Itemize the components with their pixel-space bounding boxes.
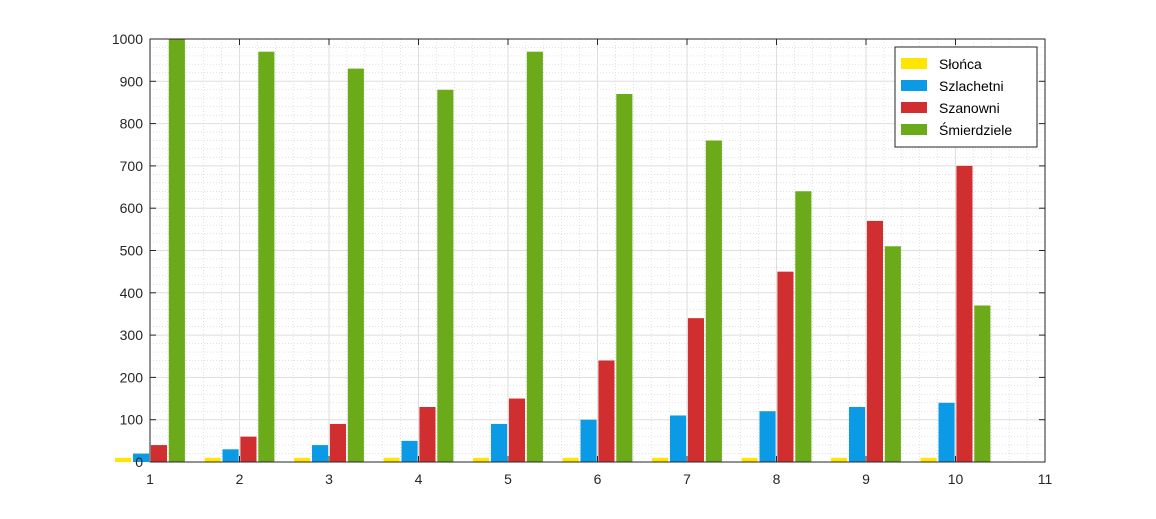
y-tick-label: 800 — [120, 116, 144, 132]
bar-3-8 — [777, 271, 794, 462]
bar-2-7 — [669, 415, 687, 462]
x-tick-label: 5 — [504, 471, 512, 487]
y-tick-label: 600 — [120, 200, 144, 216]
bar-3-6 — [598, 360, 615, 462]
x-tick-label: 7 — [683, 471, 691, 487]
bar-2-8 — [759, 411, 776, 462]
legend-label-2: Szlachetni — [939, 78, 1004, 94]
y-tick-label: 100 — [120, 412, 144, 428]
x-tick-label: 1 — [146, 471, 154, 487]
y-tick-label: 0 — [135, 454, 143, 470]
y-axis-ticks: 0 100 200 300 400 500 600 700 800 900 1000 — [112, 31, 1045, 470]
legend-label-4: Śmierdziele — [939, 121, 1012, 138]
bars — [115, 39, 991, 463]
y-tick-label: 400 — [120, 285, 144, 301]
bar-4-7 — [705, 140, 722, 462]
bar-3-4 — [419, 407, 436, 462]
bar-2-5 — [490, 423, 508, 462]
x-axis-ticks: 1 2 3 4 5 6 7 8 9 10 11 — [146, 39, 1052, 487]
legend: Słońca Szlachetni Szanowni Śmierdziele — [894, 46, 1038, 148]
bar-1-3 — [294, 457, 311, 462]
bar-1-4 — [383, 457, 400, 462]
bar-4-10 — [974, 305, 991, 462]
bar-2-4 — [401, 440, 418, 462]
x-tick-label: 8 — [773, 471, 781, 487]
legend-swatch-4 — [901, 124, 927, 135]
bar-4-6 — [616, 93, 633, 463]
bar-1-6 — [562, 457, 579, 462]
bar-3-2 — [240, 436, 257, 462]
bar-3-10 — [956, 165, 973, 462]
legend-swatch-1 — [901, 58, 927, 69]
bar-3-9 — [866, 220, 884, 462]
y-tick-label: 1000 — [112, 31, 143, 47]
bar-1-8 — [741, 457, 758, 462]
x-tick-label: 2 — [236, 471, 244, 487]
legend-swatch-2 — [901, 80, 927, 91]
y-tick-label: 300 — [120, 327, 144, 343]
bar-3-5 — [508, 398, 526, 462]
bar-2-3 — [311, 445, 329, 462]
bar-4-2 — [258, 51, 275, 462]
bar-4-1 — [168, 39, 185, 462]
bar-3-7 — [687, 318, 705, 462]
bar-1-10 — [920, 457, 937, 462]
legend-swatch-3 — [901, 102, 927, 113]
bar-4-3 — [347, 68, 364, 463]
y-tick-label: 500 — [120, 243, 144, 259]
bar-4-8 — [795, 191, 812, 462]
x-tick-label: 9 — [862, 471, 870, 487]
x-tick-label: 11 — [1038, 471, 1053, 487]
bar-2-10 — [938, 402, 955, 462]
bar-1-9 — [831, 457, 848, 462]
bar-4-4 — [437, 89, 454, 462]
bar-4-5 — [526, 51, 543, 462]
bar-1-7 — [652, 457, 669, 462]
legend-label-1: Słońca — [939, 56, 982, 72]
bar-3-3 — [329, 423, 347, 462]
bar-2-1 — [132, 453, 150, 462]
legend-label-3: Szanowni — [939, 100, 1000, 116]
bar-2-2 — [222, 449, 239, 462]
y-tick-label: 700 — [120, 158, 144, 174]
bar-1-2 — [204, 457, 221, 462]
x-tick-label: 6 — [594, 471, 602, 487]
bar-4-9 — [884, 246, 901, 462]
bar-2-6 — [580, 419, 597, 462]
bar-1-5 — [473, 457, 490, 462]
x-tick-label: 4 — [415, 471, 423, 487]
bar-3-1 — [150, 445, 168, 462]
y-tick-label: 900 — [120, 73, 144, 89]
x-tick-label: 3 — [325, 471, 333, 487]
y-tick-label: 200 — [120, 369, 144, 385]
bar-1-1 — [115, 457, 132, 462]
x-tick-label: 10 — [948, 471, 964, 487]
bar-2-9 — [848, 407, 866, 462]
